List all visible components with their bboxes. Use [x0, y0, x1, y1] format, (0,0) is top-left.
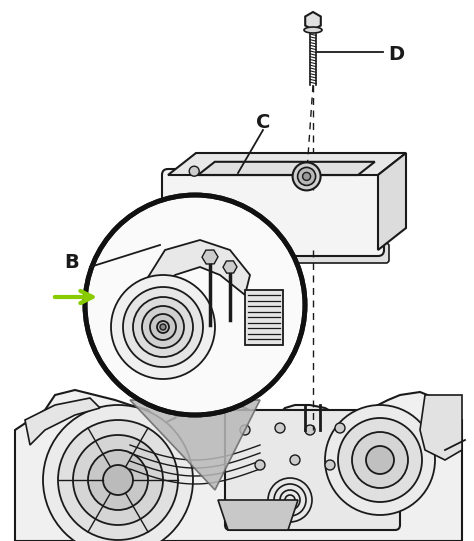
Circle shape	[366, 446, 394, 474]
Circle shape	[338, 418, 422, 502]
Circle shape	[325, 460, 335, 470]
Text: D: D	[388, 45, 404, 64]
Circle shape	[255, 460, 265, 470]
Circle shape	[275, 423, 285, 433]
Ellipse shape	[304, 27, 322, 33]
Circle shape	[85, 195, 305, 415]
Circle shape	[133, 297, 193, 357]
Polygon shape	[25, 398, 100, 445]
Circle shape	[298, 167, 316, 186]
Circle shape	[123, 287, 203, 367]
Circle shape	[352, 432, 408, 488]
Circle shape	[240, 425, 250, 435]
Polygon shape	[378, 153, 406, 250]
Polygon shape	[420, 395, 462, 460]
Circle shape	[335, 423, 345, 433]
Polygon shape	[168, 153, 406, 175]
Circle shape	[111, 275, 215, 379]
Circle shape	[160, 324, 166, 330]
Circle shape	[302, 173, 310, 180]
Circle shape	[142, 306, 184, 348]
Circle shape	[150, 314, 176, 340]
FancyBboxPatch shape	[225, 410, 400, 530]
Circle shape	[73, 435, 163, 525]
Bar	[245, 290, 283, 345]
Circle shape	[157, 321, 169, 333]
Circle shape	[103, 465, 133, 495]
Polygon shape	[15, 390, 462, 541]
Circle shape	[305, 425, 315, 435]
Circle shape	[290, 455, 300, 465]
Circle shape	[58, 420, 178, 540]
Polygon shape	[218, 500, 298, 530]
Text: B: B	[64, 253, 79, 272]
FancyBboxPatch shape	[162, 169, 384, 256]
FancyBboxPatch shape	[157, 243, 389, 263]
Polygon shape	[130, 400, 260, 490]
Circle shape	[43, 405, 193, 541]
Circle shape	[292, 162, 320, 190]
Text: C: C	[256, 114, 270, 133]
Polygon shape	[198, 162, 375, 175]
Polygon shape	[140, 240, 250, 295]
Circle shape	[189, 166, 199, 176]
Circle shape	[325, 405, 435, 515]
Circle shape	[88, 450, 148, 510]
